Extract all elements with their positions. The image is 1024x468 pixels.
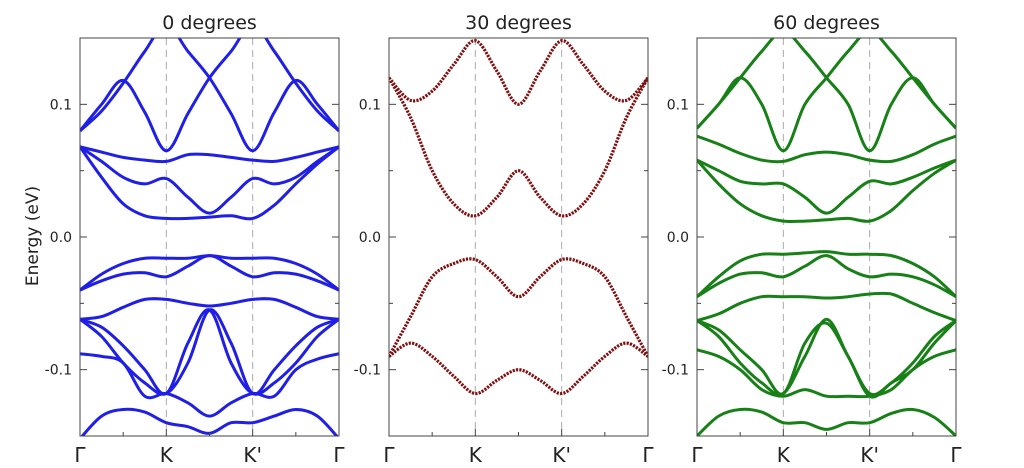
band-line [80,145,339,221]
band-line [697,134,956,164]
band-line [80,297,339,321]
y-tick-label: 0.0 [359,230,381,246]
band-line [389,39,648,106]
y-tick-label: -0.1 [662,363,689,379]
band-line [697,317,956,397]
y-tick-label: 0.1 [359,97,381,113]
panels: 0.1 0.0 -0.1 Γ K K' Γ 0 degrees 0.1 0.0 -0.1 Γ K K' Γ 3… [45,12,963,467]
plot-frame [696,37,957,437]
bands [80,38,339,436]
band-line [80,254,339,292]
x-tick-label: K' [552,443,571,467]
x-tick-label: K' [243,443,262,467]
band-line [80,254,339,292]
band-line [697,158,956,215]
y-axis-label: Energy (eV) [23,186,43,286]
x-tick-label: K [469,443,483,467]
band-line [389,257,648,358]
x-tick-label: K [777,443,791,467]
band-line [80,308,339,396]
y-tick-label: -0.1 [45,363,72,379]
band-line [697,38,956,153]
y-tick-label: 0.0 [667,230,689,246]
panel-title: 30 degrees [465,12,572,34]
x-tick-label: K' [860,443,879,467]
panel-title: 0 degrees [162,12,257,34]
plot-frame [79,37,340,437]
x-tick-label: Γ [950,443,962,467]
y-tick-label: 0.1 [667,97,689,113]
plot-frame [388,37,649,437]
y-tick-label: 0.1 [50,97,72,113]
band-line [697,254,956,299]
panel-3: 0.1 0.0 -0.1 Γ K K' Γ 60 degrees [662,12,963,467]
x-tick-label: Γ [333,443,345,467]
band-line [697,158,956,224]
y-tick-label: -0.1 [354,363,381,379]
x-tick-label: Γ [691,443,703,467]
y-tick-label: 0.0 [50,230,72,246]
band-line [697,38,956,153]
bands [697,38,956,436]
panel-title: 60 degrees [773,12,880,34]
band-line [697,250,956,298]
x-tick-label: Γ [74,443,86,467]
band-line [697,348,956,399]
x-tick-label: Γ [642,443,654,467]
band-line [80,352,339,418]
band-line [389,77,648,218]
band-line [697,291,956,323]
band-line [80,38,339,153]
band-line [80,145,339,215]
panel-2: 0.1 0.0 -0.1 Γ K K' Γ 30 degrees [354,12,655,467]
bands [389,39,648,396]
panel-1: 0.1 0.0 -0.1 Γ K K' Γ 0 degrees [45,12,346,467]
x-tick-label: Γ [383,443,395,467]
band-line [80,145,339,164]
band-line [389,341,648,396]
band-line [80,308,339,396]
x-tick-label: K [160,443,174,467]
band-line [697,407,956,436]
